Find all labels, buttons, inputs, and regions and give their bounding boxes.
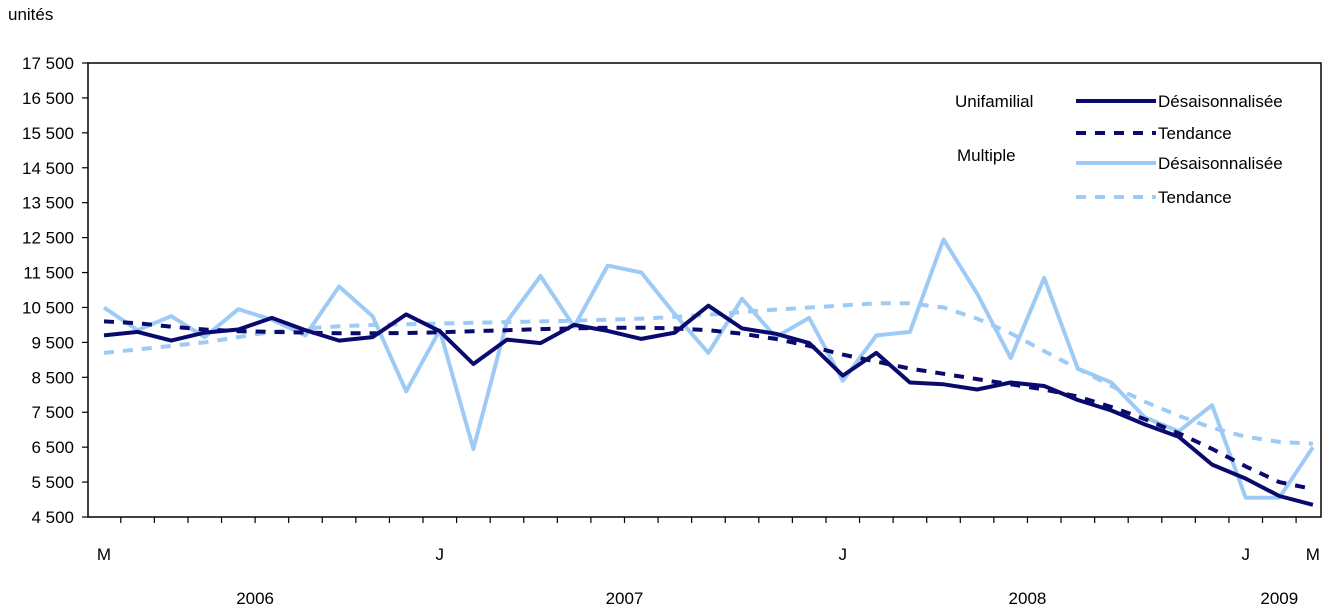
series-line-3 xyxy=(103,301,1314,446)
legend-label: Désaisonnalisée xyxy=(1158,92,1283,111)
x-year-label: 2006 xyxy=(236,589,274,608)
y-axis: 4 500 5 500 6 500 7 500 8 500 9 500 10 500 11 5… xyxy=(22,54,88,527)
x-month-label: M xyxy=(1306,545,1320,564)
y-tick-label: 16 500 xyxy=(22,89,74,108)
legend-label: Désaisonnalisée xyxy=(1158,154,1283,173)
legend: Désaisonnalisée Unifamilial Tendance Désais… xyxy=(955,92,1283,207)
y-axis-unit-label: unités xyxy=(8,5,53,24)
legend-group-label: Multiple xyxy=(957,146,1016,165)
y-tick-label: 12 500 xyxy=(22,229,74,248)
series-line-2 xyxy=(102,237,1315,500)
y-tick-label: 4 500 xyxy=(31,508,74,527)
y-tick-label: 11 500 xyxy=(23,264,74,283)
plot-frame xyxy=(87,62,1322,518)
series-line-1 xyxy=(103,319,1314,492)
y-tick-label: 10 500 xyxy=(22,298,74,317)
series-line-0 xyxy=(103,303,1314,507)
x-year-label: 2009 xyxy=(1260,589,1298,608)
x-month-label: M xyxy=(97,545,111,564)
plot-area xyxy=(102,237,1315,507)
y-tick-label: 5 500 xyxy=(31,473,74,492)
y-tick-label: 8 500 xyxy=(31,368,74,387)
x-month-label: J xyxy=(839,545,848,564)
legend-label: Tendance xyxy=(1158,124,1232,143)
y-tick-label: 14 500 xyxy=(22,159,74,178)
legend-label: Tendance xyxy=(1158,188,1232,207)
y-tick-label: 17 500 xyxy=(22,54,74,73)
y-tick-label: 9 500 xyxy=(31,333,74,352)
x-month-label: J xyxy=(1241,545,1250,564)
y-tick-label: 7 500 xyxy=(31,403,74,422)
y-tick-label: 6 500 xyxy=(31,438,74,457)
y-tick-label: 13 500 xyxy=(22,194,74,213)
y-tick-label: 15 500 xyxy=(22,124,74,143)
x-year-label: 2007 xyxy=(606,589,644,608)
legend-group-label: Unifamilial xyxy=(955,92,1033,111)
x-year-label: 2008 xyxy=(1009,589,1047,608)
x-axis: M J J J M 2006 2007 2008 2009 xyxy=(97,517,1320,608)
x-month-label: J xyxy=(436,545,445,564)
